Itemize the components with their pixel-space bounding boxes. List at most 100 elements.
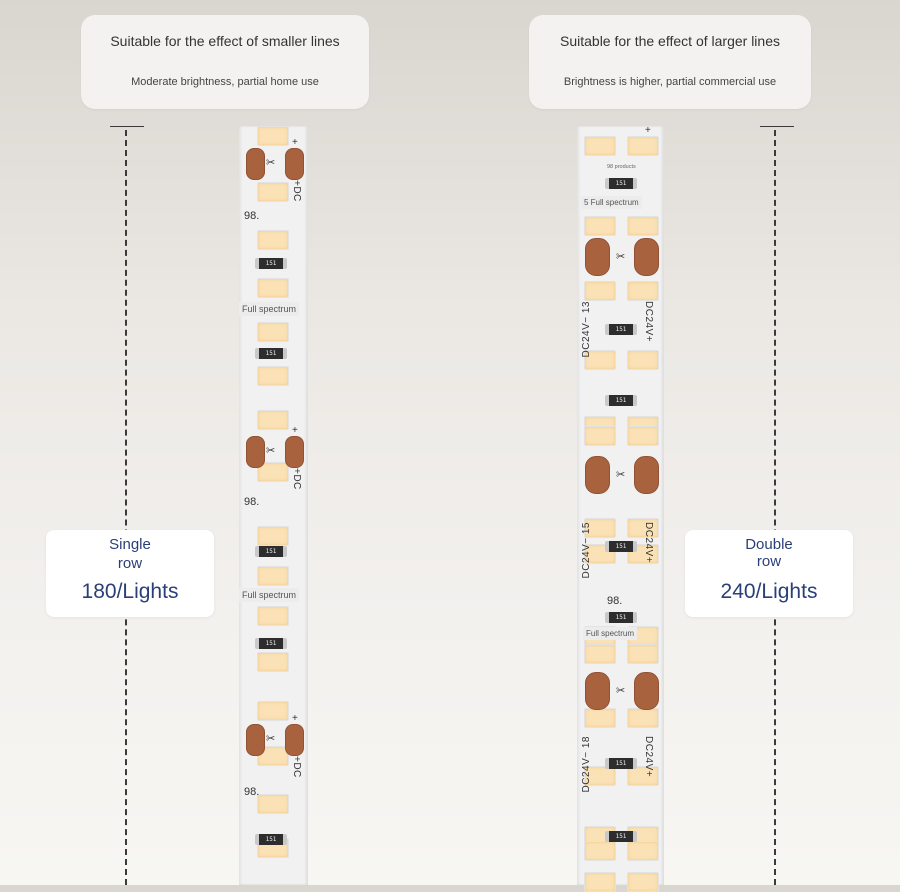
double-row-led-strip: 151 151 151 151 151 151 151 ✂ ✂ ✂ +98 products 5 Fu… (577, 125, 664, 892)
resistor: 151 (255, 348, 287, 359)
led-chip (257, 462, 289, 482)
segment-number: 98. (244, 786, 260, 798)
solder-pad (634, 456, 659, 494)
led-chip (584, 426, 616, 446)
led-chip (627, 766, 659, 786)
led-chip (627, 644, 659, 664)
resistor: 151 (605, 324, 637, 335)
led-chip (627, 350, 659, 370)
led-chip (257, 322, 289, 342)
led-chip (584, 216, 616, 236)
segment-number: 98. (244, 496, 260, 508)
led-chip (584, 708, 616, 728)
spectrum-label: Full spectrum (239, 588, 300, 602)
row-type-line2: row (756, 553, 782, 570)
led-chip (257, 366, 289, 386)
scissor-icon: ✂ (266, 733, 276, 745)
led-chip (257, 182, 289, 202)
solder-pad (246, 436, 265, 468)
led-chip (257, 794, 289, 814)
resistor: 151 (605, 831, 637, 842)
led-chip (257, 652, 289, 672)
callout-title: Suitable for the effect of smaller lines (110, 33, 340, 49)
led-chip (257, 278, 289, 298)
dimension-tick-right (760, 126, 794, 127)
led-chip (627, 136, 659, 156)
plus-sign: + (645, 125, 651, 136)
solder-pad (285, 436, 304, 468)
led-chip (627, 518, 659, 538)
led-chip (257, 526, 289, 546)
dc-pos-label: DC24V+ (643, 736, 654, 778)
led-chip (584, 281, 616, 301)
solder-pad (585, 238, 610, 276)
solder-pad (246, 148, 265, 180)
resistor: 151 (605, 612, 637, 623)
dc-label: +DC (291, 756, 302, 778)
double-row-label: Double row 240/Lights (685, 530, 853, 617)
callout-subtitle: Moderate brightness, partial home use (131, 76, 319, 88)
led-chip (627, 426, 659, 446)
callout-title: Suitable for the effect of larger lines (560, 33, 780, 49)
row-type-line1: Double (745, 536, 793, 553)
spectrum-label: Full spectrum (239, 302, 300, 316)
scissor-icon: ✂ (616, 685, 626, 697)
dc-neg-label: DC24V− 18 (581, 736, 592, 793)
scissor-icon: ✂ (266, 445, 276, 457)
callout-subtitle: Brightness is higher, partial commercial… (563, 76, 777, 88)
led-chip (584, 766, 616, 786)
dimension-tick-left (110, 126, 144, 127)
scissor-icon: ✂ (616, 251, 626, 263)
dimension-line-right (774, 130, 776, 885)
dc-neg-label: DC24V− 13 (581, 301, 592, 358)
resistor: 151 (255, 546, 287, 557)
plus-sign: + (292, 425, 298, 436)
led-chip (627, 216, 659, 236)
led-chip (257, 566, 289, 586)
led-chip (584, 136, 616, 156)
spectrum-label: 5 Full spectrum (581, 196, 642, 209)
led-chip (257, 701, 289, 721)
spectrum-label: Full spectrum (583, 627, 638, 640)
solder-pad (285, 724, 304, 756)
resistor: 151 (605, 178, 637, 189)
product-mark: 98 products (607, 164, 636, 170)
led-chip (257, 230, 289, 250)
solder-pad (246, 724, 265, 756)
led-chip (627, 872, 659, 892)
segment-number: 98. (244, 210, 260, 222)
light-count: 180/Lights (81, 580, 179, 603)
resistor: 151 (605, 758, 637, 769)
dimension-line-left (125, 130, 127, 885)
led-chip (627, 841, 659, 861)
led-chip (257, 410, 289, 430)
dc-label: +DC (291, 468, 302, 490)
led-chip (584, 518, 616, 538)
led-chip (257, 746, 289, 766)
solder-pad (585, 672, 610, 710)
resistor: 151 (605, 541, 637, 552)
row-type-line1: Single (109, 536, 151, 553)
resistor: 151 (255, 638, 287, 649)
led-chip (584, 872, 616, 892)
led-chip (584, 644, 616, 664)
led-chip (257, 606, 289, 626)
dc-neg-label: DC24V− 15 (581, 522, 592, 579)
plus-sign: + (292, 713, 298, 724)
solder-pad (585, 456, 610, 494)
scissor-icon: ✂ (266, 157, 276, 169)
light-count: 240/Lights (720, 580, 818, 603)
callout-small-lines: Suitable for the effect of smaller lines… (81, 15, 369, 109)
plus-sign: + (292, 137, 298, 148)
single-row-label: Single row 180/Lights (46, 530, 214, 617)
row-type-line2: row (117, 555, 143, 572)
resistor: 151 (255, 834, 287, 845)
led-chip (257, 126, 289, 146)
dc-pos-label: DC24V+ (643, 522, 654, 564)
dc-label: +DC (291, 180, 302, 202)
segment-number: 98. (607, 595, 623, 607)
scissor-icon: ✂ (616, 469, 626, 481)
resistor: 151 (605, 395, 637, 406)
solder-pad (634, 672, 659, 710)
dc-pos-label: DC24V+ (643, 301, 654, 343)
